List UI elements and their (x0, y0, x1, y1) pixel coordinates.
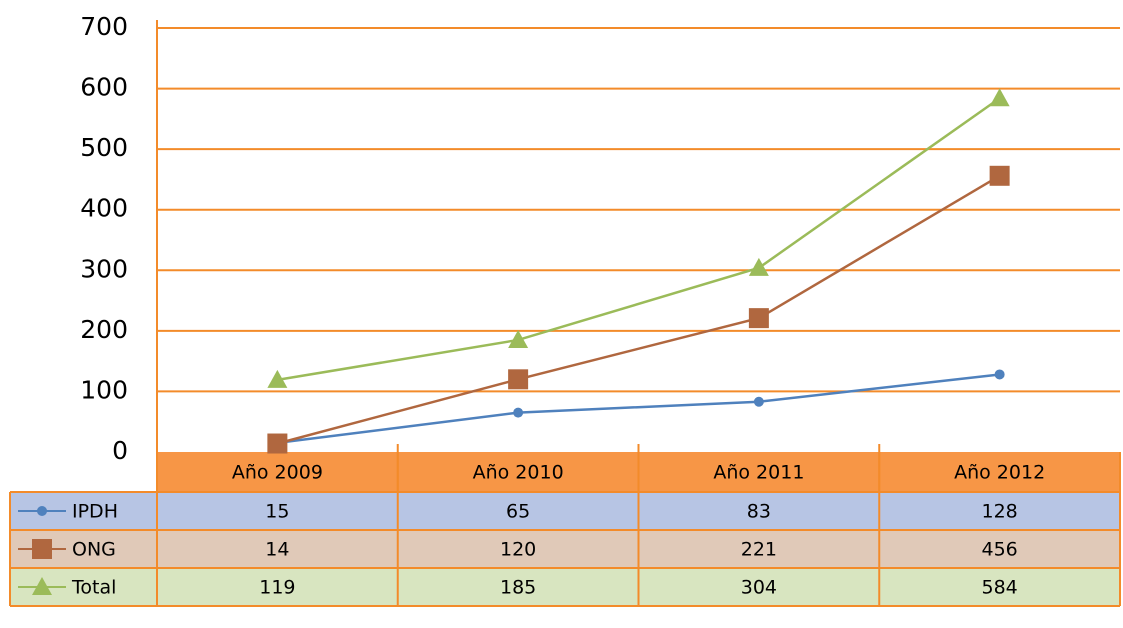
y-tick-label: 500 (80, 133, 128, 162)
table-row (10, 530, 1120, 568)
table-value: 221 (741, 539, 777, 561)
y-tick-label: 700 (80, 12, 128, 41)
table-row (10, 568, 1120, 606)
point (508, 329, 529, 348)
point (267, 433, 288, 454)
point (753, 396, 764, 407)
table-value: 584 (981, 577, 1017, 599)
table-value: 83 (747, 501, 771, 523)
legend-label: Total (71, 577, 116, 599)
point (267, 369, 288, 388)
y-tick-label: 600 (80, 73, 128, 102)
y-tick-label: 100 (80, 375, 128, 404)
y-tick-label: 400 (80, 194, 128, 223)
line (277, 97, 1001, 382)
table-value: 14 (265, 539, 289, 561)
category-label: Año 2010 (473, 462, 564, 484)
table-value: 120 (500, 539, 536, 561)
line (277, 174, 1001, 445)
point (748, 257, 769, 276)
table-value: 128 (981, 501, 1017, 523)
category-label: Año 2012 (954, 462, 1045, 484)
table-row (10, 492, 1120, 530)
table-value: 65 (506, 501, 530, 523)
table-value: 185 (500, 577, 536, 599)
table-value: 456 (981, 539, 1017, 561)
point (989, 88, 1010, 107)
legend-label: ONG (72, 539, 116, 561)
point (508, 369, 529, 390)
legend-label: IPDH (72, 501, 118, 523)
table-value: 15 (265, 501, 289, 523)
y-tick-label: 200 (80, 315, 128, 344)
line (277, 373, 1000, 445)
category-label: Año 2009 (232, 462, 323, 484)
point (994, 369, 1005, 380)
y-tick-label: 300 (80, 254, 128, 283)
y-tick-label: 0 (112, 436, 128, 465)
point (989, 165, 1010, 186)
table-value: 119 (259, 577, 295, 599)
point (513, 407, 524, 418)
table-value: 304 (741, 577, 777, 599)
legend-marker (37, 506, 47, 516)
legend-marker (32, 577, 52, 595)
category-label: Año 2011 (713, 462, 804, 484)
legend-marker (32, 539, 52, 559)
point (748, 308, 769, 329)
